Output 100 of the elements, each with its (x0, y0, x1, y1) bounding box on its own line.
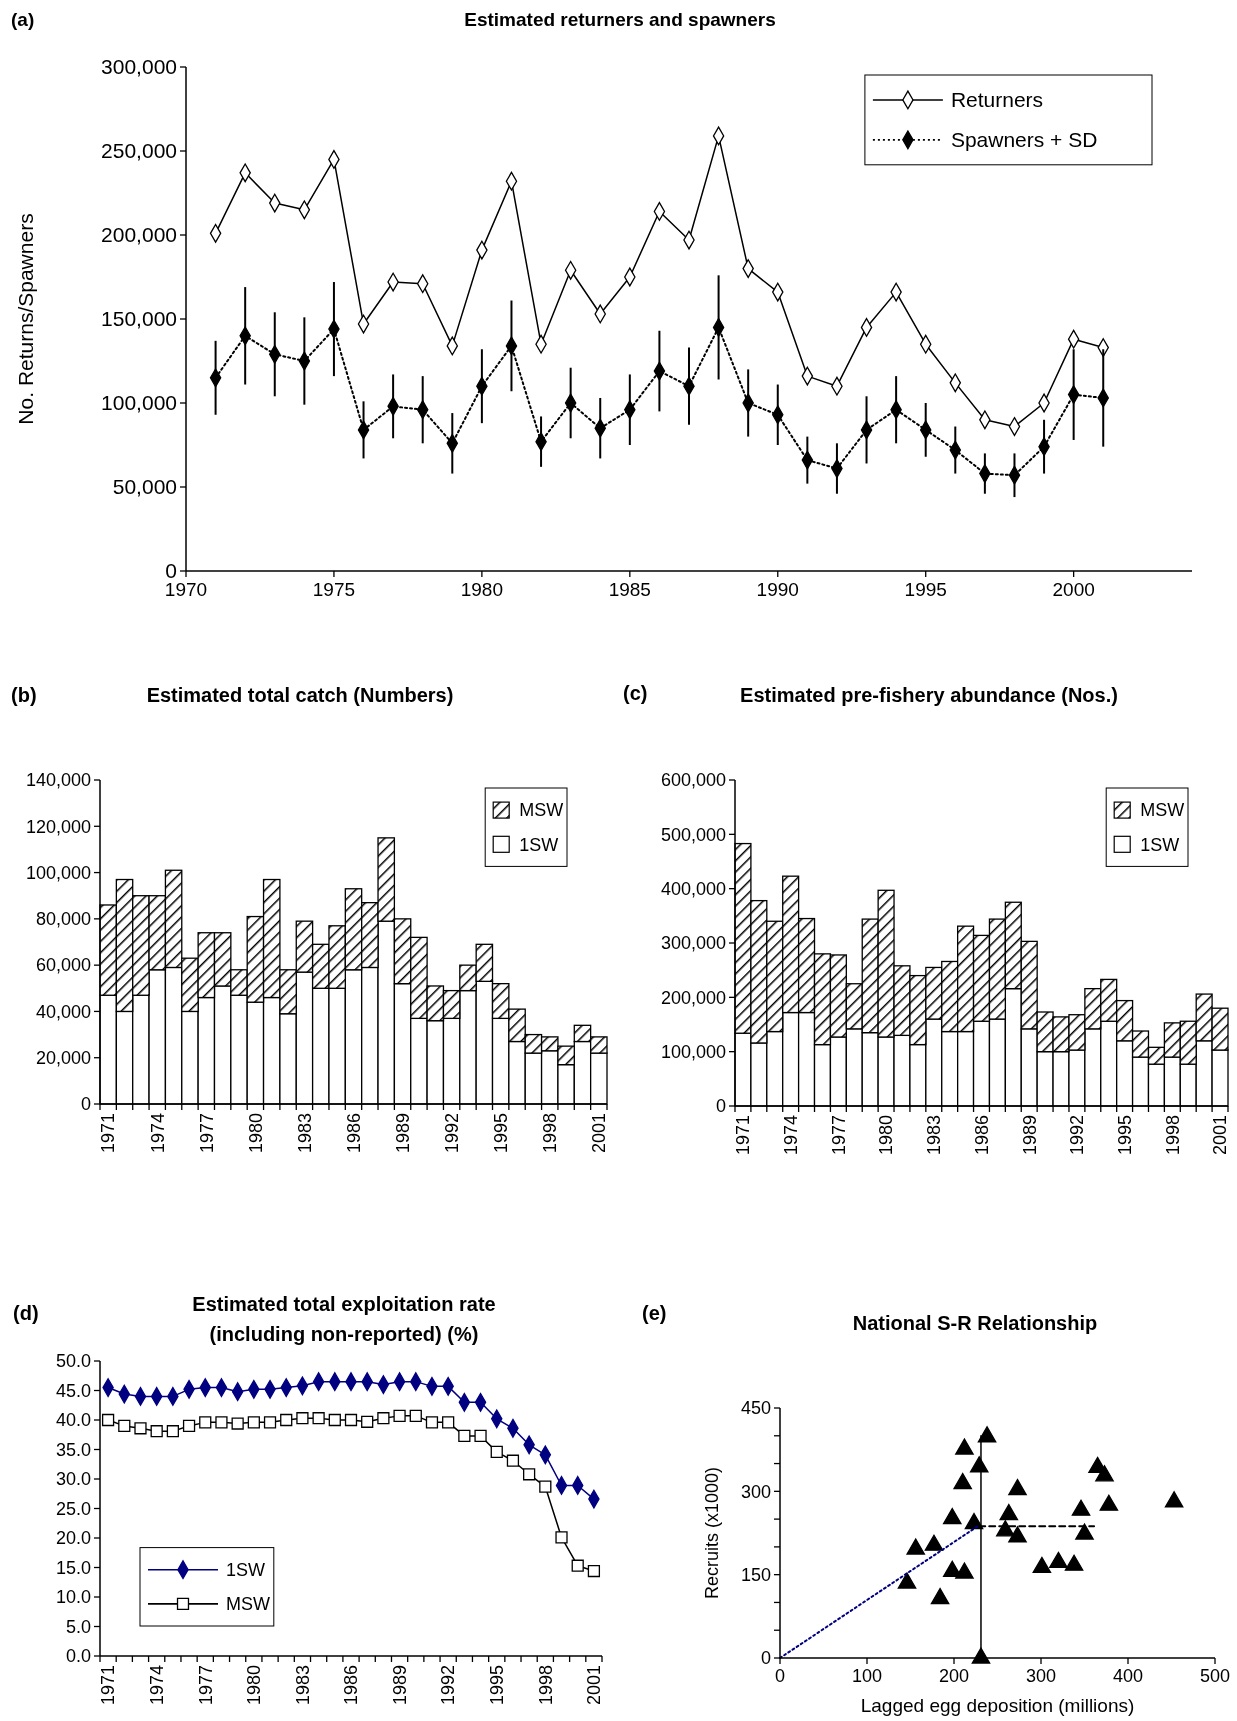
point (344, 1413, 358, 1427)
x-tick-label: 1989 (1019, 1115, 1040, 1156)
point (955, 1438, 974, 1455)
y-tick-label: 0.0 (65, 1646, 91, 1667)
point (1032, 1556, 1052, 1574)
x-tick-label: 1998 (540, 1113, 561, 1154)
point (587, 1564, 601, 1578)
legend-label: MSW (226, 1594, 270, 1615)
chart-title: Estimated total exploitation rate (including non-reported) (%) (192, 1293, 496, 1345)
x-tick-label: 1995 (904, 579, 947, 601)
x-tick-label: 1983 (292, 1665, 313, 1706)
y-tick-label: 250,000 (101, 139, 177, 163)
x-tick-label: 1974 (147, 1113, 168, 1154)
x-tick-label: 1971 (98, 1113, 119, 1154)
point (328, 1413, 341, 1427)
point (166, 1425, 179, 1438)
point (1099, 1494, 1119, 1511)
point (1008, 1526, 1027, 1543)
x-tick-label: 1971 (98, 1665, 119, 1706)
point (942, 1560, 962, 1577)
x-tick-label: 1995 (487, 1665, 508, 1706)
legend-label: Spawners + SD (950, 128, 1098, 152)
point (442, 1416, 455, 1429)
x-tick-label: 1980 (876, 1115, 897, 1156)
x-tick-label: 1977 (196, 1113, 217, 1154)
y-tick-label: 10.0 (55, 1587, 91, 1608)
x-tick-label: 400 (1112, 1666, 1144, 1687)
x-tick-label: 1995 (490, 1113, 511, 1154)
point (490, 1445, 503, 1458)
text: (d) (13, 1302, 39, 1324)
y-tick-label: 120,000 (25, 816, 91, 837)
point (231, 1417, 244, 1430)
chart-title: National S-R Relationship (852, 1312, 1098, 1334)
point (296, 1412, 309, 1425)
point (1049, 1551, 1068, 1569)
y-tick-label: 40.0 (55, 1410, 91, 1431)
point (199, 1416, 212, 1429)
y-tick-label: 20,000 (35, 1048, 91, 1069)
point (118, 1419, 131, 1433)
point (1164, 1491, 1184, 1508)
y-tick-label: 300,000 (660, 933, 726, 954)
text: (a) (11, 9, 35, 30)
x-tick-label: 1995 (1114, 1115, 1135, 1156)
x-tick-label: 1992 (441, 1113, 462, 1154)
x-tick-label: 1989 (389, 1665, 410, 1706)
x-tick-label: 1998 (535, 1665, 556, 1706)
y-tick-label: 200,000 (660, 987, 726, 1008)
x-tick-label: 100 (851, 1666, 883, 1687)
y-tick-label: 0 (760, 1648, 771, 1669)
legend-label: Returners (950, 88, 1044, 112)
point (977, 1426, 997, 1443)
chart-title: Estimated total catch (Numbers) (146, 684, 454, 706)
legend-label: 1SW (226, 1560, 266, 1580)
y-tick-label: 20.0 (55, 1528, 91, 1549)
x-tick-label: 1990 (756, 579, 799, 601)
y-tick-label: 45.0 (55, 1380, 91, 1401)
y-tick-label: 100,000 (660, 1041, 726, 1062)
point (312, 1412, 325, 1425)
point (1064, 1554, 1084, 1571)
x-tick-label: 1980 (460, 579, 504, 601)
x-tick-label: 1983 (294, 1113, 315, 1154)
x-tick-label: 1974 (780, 1115, 801, 1156)
x-tick-label: 1992 (1067, 1115, 1088, 1156)
point (942, 1507, 962, 1525)
y-tick-label: 200,000 (101, 223, 177, 247)
x-tick-label: 1980 (244, 1665, 265, 1706)
point (969, 1456, 989, 1473)
point (539, 1480, 552, 1493)
y-tick-label: 80,000 (35, 909, 91, 930)
y-tick-label: 150 (740, 1564, 771, 1585)
point (458, 1429, 471, 1443)
point (999, 1504, 1019, 1521)
point (506, 1454, 520, 1467)
x-tick-label: 1983 (924, 1115, 945, 1156)
y-tick-label: 600,000 (660, 770, 726, 791)
point (150, 1425, 163, 1438)
point (134, 1422, 147, 1435)
x-tick-label: 300 (1025, 1666, 1057, 1687)
y-tick-label: 60,000 (35, 955, 91, 976)
point (409, 1409, 422, 1422)
point (215, 1416, 228, 1429)
point (523, 1468, 536, 1481)
y-tick-label: 300 (740, 1481, 771, 1502)
y-tick-label: 150,000 (101, 307, 177, 331)
x-tick-label: 1980 (245, 1113, 266, 1154)
x-tick-label: 1989 (392, 1113, 413, 1154)
y-tick-label: 50.0 (55, 1351, 91, 1372)
point (924, 1534, 944, 1551)
x-tick-label: 2001 (589, 1113, 610, 1154)
y-tick-label: 5.0 (65, 1616, 91, 1637)
x-tick-label: 1986 (341, 1665, 362, 1706)
point (101, 1413, 115, 1427)
point (555, 1531, 568, 1544)
y-axis-title: Recruits (x1000) (702, 1466, 723, 1600)
point (377, 1412, 390, 1425)
y-tick-label: 450 (740, 1398, 771, 1419)
x-tick-label: 1986 (971, 1115, 992, 1156)
x-tick-label: 0 (774, 1666, 786, 1687)
chart-title: Estimated pre-fishery abundance (Nos.) (740, 684, 1118, 706)
y-tick-label: 400,000 (660, 878, 726, 899)
